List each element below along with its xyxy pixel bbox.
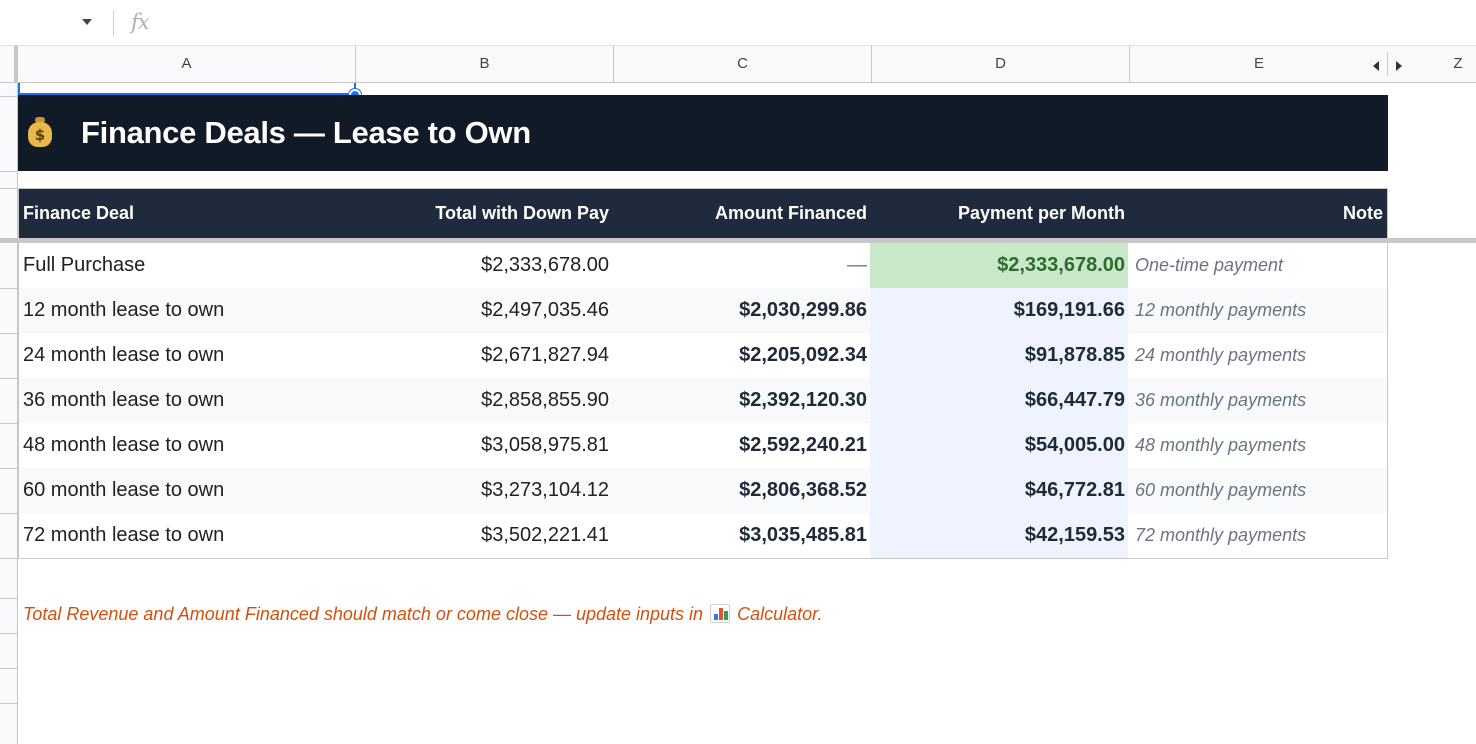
- cell-payment-per-month[interactable]: $54,005.00: [870, 423, 1128, 468]
- row-divider: [0, 513, 18, 514]
- table-row: 48 month lease to own $3,058,975.81 $2,5…: [18, 423, 1388, 468]
- cell-amount-financed[interactable]: $3,035,485.81: [739, 524, 867, 546]
- table-row: 36 month lease to own $2,858,855.90 $2,3…: [18, 378, 1388, 423]
- footnote-text: Total Revenue and Amount Financed should…: [23, 604, 709, 624]
- header-amount-financed[interactable]: Amount Financed: [715, 203, 867, 223]
- row-divider: [0, 96, 18, 97]
- row-divider: [0, 188, 18, 189]
- cell-total-with-down-pay[interactable]: $3,058,975.81: [481, 434, 609, 456]
- scroll-right-icon[interactable]: [1396, 61, 1402, 71]
- cell-payment-per-month[interactable]: $42,159.53: [870, 513, 1128, 558]
- row-divider: [0, 171, 18, 172]
- moneybag-dollar-glyph: $: [34, 126, 46, 144]
- page-title: Finance Deals — Lease to Own: [81, 115, 531, 150]
- row-divider: [0, 668, 18, 669]
- cell-amount-financed[interactable]: $2,205,092.34: [739, 344, 867, 366]
- formula-bar: fx: [0, 0, 1476, 46]
- cell-finance-deal[interactable]: 36 month lease to own: [23, 389, 225, 411]
- cell-total-with-down-pay[interactable]: $2,333,678.00: [481, 254, 609, 276]
- column-header-b[interactable]: B: [356, 46, 614, 82]
- row-divider: [0, 333, 18, 334]
- active-cell-selection[interactable]: [18, 83, 356, 95]
- cell-note[interactable]: 24 monthly payments: [1135, 345, 1307, 365]
- table-header-row: Finance Deal Total with Down Pay Amount …: [18, 188, 1388, 238]
- title-banner[interactable]: $ Finance Deals — Lease to Own: [18, 95, 1388, 171]
- table-row: Full Purchase $2,333,678.00 — $2,333,678…: [18, 243, 1388, 288]
- column-header-z[interactable]: Z: [1453, 55, 1463, 72]
- column-header-e[interactable]: E: [1253, 55, 1264, 72]
- cell-note[interactable]: 48 monthly payments: [1135, 435, 1307, 455]
- table-row: 12 month lease to own $2,497,035.46 $2,0…: [18, 288, 1388, 333]
- cell-total-with-down-pay[interactable]: $2,671,827.94: [481, 344, 609, 366]
- cell-total-with-down-pay[interactable]: $2,497,035.46: [481, 299, 609, 321]
- fx-icon: fx: [131, 10, 150, 34]
- header-total-with-down-pay[interactable]: Total with Down Pay: [435, 203, 609, 223]
- cell-note[interactable]: 12 monthly payments: [1135, 300, 1307, 320]
- header-finance-deal[interactable]: Finance Deal: [23, 203, 135, 223]
- column-header-c[interactable]: C: [614, 46, 872, 82]
- cell-finance-deal[interactable]: 72 month lease to own: [23, 524, 225, 546]
- cell-finance-deal[interactable]: Full Purchase: [23, 254, 146, 276]
- row-divider: [0, 558, 18, 559]
- moneybag-body: [28, 122, 52, 147]
- select-all-corner[interactable]: [0, 46, 18, 82]
- cell-payment-per-month[interactable]: $66,447.79: [870, 378, 1128, 423]
- column-header-d[interactable]: D: [872, 46, 1130, 82]
- cell-note[interactable]: 72 monthly payments: [1135, 525, 1307, 545]
- table-row: 72 month lease to own $3,502,221.41 $3,0…: [18, 513, 1388, 558]
- row-divider: [0, 378, 18, 379]
- table-row: 60 month lease to own $3,273,104.12 $2,8…: [18, 468, 1388, 513]
- cell-amount-financed[interactable]: $2,592,240.21: [739, 434, 867, 456]
- moneybag-icon: $: [28, 117, 52, 147]
- column-header-a[interactable]: A: [18, 46, 356, 82]
- column-header-bar: A B C D E Z: [0, 46, 1476, 83]
- cell-finance-deal[interactable]: 60 month lease to own: [23, 479, 225, 501]
- row-divider: [0, 423, 18, 424]
- cell-note[interactable]: 36 monthly payments: [1135, 390, 1307, 410]
- table-row: 24 month lease to own $2,671,827.94 $2,2…: [18, 333, 1388, 378]
- cell-finance-deal[interactable]: 48 month lease to own: [23, 434, 225, 456]
- header-payment-per-month[interactable]: Payment per Month: [957, 203, 1125, 223]
- cell-amount-financed[interactable]: $2,806,368.52: [739, 479, 867, 501]
- row-divider: [0, 598, 18, 599]
- cell-note[interactable]: One-time payment: [1135, 255, 1284, 275]
- cell-total-with-down-pay[interactable]: $2,858,855.90: [481, 389, 609, 411]
- cell-total-with-down-pay[interactable]: $3,502,221.41: [481, 524, 609, 546]
- row-divider: [0, 468, 18, 469]
- frozen-rows-divider[interactable]: [0, 238, 1476, 243]
- name-box-dropdown-icon[interactable]: [82, 19, 92, 25]
- footnote-sheet-link: Calculator.: [732, 604, 823, 624]
- cell-amount-financed[interactable]: —: [847, 254, 867, 276]
- column-scroll-divider: [1387, 52, 1388, 76]
- cell-note[interactable]: 60 monthly payments: [1135, 480, 1307, 500]
- cell-payment-per-month[interactable]: $169,191.66: [870, 288, 1128, 333]
- cell-finance-deal[interactable]: 12 month lease to own: [23, 299, 225, 321]
- formula-bar-divider: [113, 10, 114, 36]
- bar-chart-icon: [710, 604, 731, 623]
- cell-payment-per-month[interactable]: $2,333,678.00: [870, 243, 1128, 288]
- scroll-left-icon[interactable]: [1373, 61, 1379, 71]
- cell-amount-financed[interactable]: $2,392,120.30: [739, 389, 867, 411]
- row-divider: [0, 633, 18, 634]
- finance-deals-table: Full Purchase $2,333,678.00 — $2,333,678…: [18, 243, 1388, 558]
- row-divider: [0, 703, 18, 704]
- footnote[interactable]: Total Revenue and Amount Financed should…: [23, 604, 822, 625]
- cell-payment-per-month[interactable]: $91,878.85: [870, 333, 1128, 378]
- cell-finance-deal[interactable]: 24 month lease to own: [23, 344, 225, 366]
- row-divider: [0, 288, 18, 289]
- moneybag-knot: [35, 117, 45, 123]
- cell-payment-per-month[interactable]: $46,772.81: [870, 468, 1128, 513]
- cell-amount-financed[interactable]: $2,030,299.86: [739, 299, 867, 321]
- row-header-gutter: [0, 83, 18, 744]
- cell-total-with-down-pay[interactable]: $3,273,104.12: [481, 479, 609, 501]
- header-note[interactable]: Note: [1343, 203, 1383, 223]
